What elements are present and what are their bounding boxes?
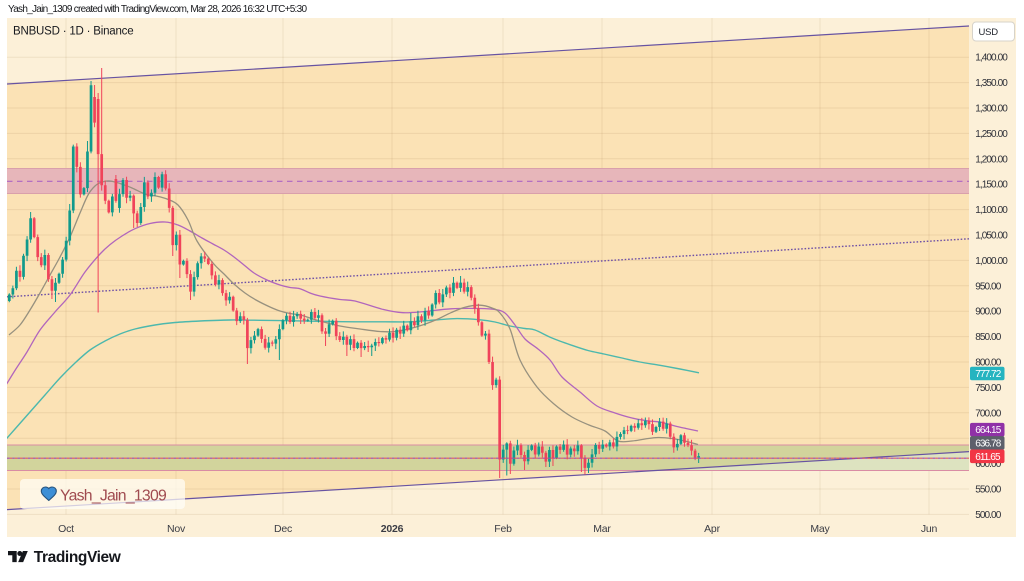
svg-text:Jun: Jun — [921, 523, 938, 535]
svg-text:Dec: Dec — [274, 523, 292, 535]
svg-text:550.00: 550.00 — [975, 485, 1002, 496]
svg-text:1,050.00: 1,050.00 — [975, 231, 1008, 242]
svg-text:500.00: 500.00 — [975, 510, 1002, 521]
svg-text:950.00: 950.00 — [975, 281, 1002, 292]
svg-text:Mar: Mar — [593, 523, 611, 535]
svg-text:750.00: 750.00 — [975, 383, 1002, 394]
svg-text:900.00: 900.00 — [975, 307, 1002, 318]
svg-text:600.00: 600.00 — [975, 459, 1002, 470]
svg-text:Feb: Feb — [494, 523, 512, 535]
svg-text:1,300.00: 1,300.00 — [975, 104, 1008, 115]
svg-text:Apr: Apr — [704, 523, 720, 535]
svg-text:USD: USD — [979, 27, 999, 38]
svg-text:700.00: 700.00 — [975, 408, 1002, 419]
svg-text:2026: 2026 — [381, 523, 404, 535]
svg-text:850.00: 850.00 — [975, 332, 1002, 343]
svg-text:611.65: 611.65 — [975, 452, 1001, 463]
svg-text:1,250.00: 1,250.00 — [975, 129, 1008, 140]
svg-text:1,100.00: 1,100.00 — [975, 205, 1008, 216]
svg-text:1,350.00: 1,350.00 — [975, 78, 1008, 89]
svg-text:1,000.00: 1,000.00 — [975, 256, 1008, 267]
svg-text:636.78: 636.78 — [975, 438, 1002, 449]
svg-text:1,150.00: 1,150.00 — [975, 180, 1008, 191]
svg-text:Yash_Jain_1309: Yash_Jain_1309 — [60, 488, 167, 505]
svg-text:1,200.00: 1,200.00 — [975, 154, 1008, 165]
svg-text:Nov: Nov — [167, 523, 186, 535]
svg-text:BNBUSD · 1D · Binance: BNBUSD · 1D · Binance — [13, 26, 133, 38]
svg-text:May: May — [810, 523, 830, 535]
svg-text:777.72: 777.72 — [975, 369, 1002, 380]
svg-text:1,400.00: 1,400.00 — [975, 53, 1008, 64]
svg-text:800.00: 800.00 — [975, 358, 1002, 369]
svg-text:Oct: Oct — [58, 523, 74, 535]
svg-text:664.15: 664.15 — [975, 425, 1002, 436]
